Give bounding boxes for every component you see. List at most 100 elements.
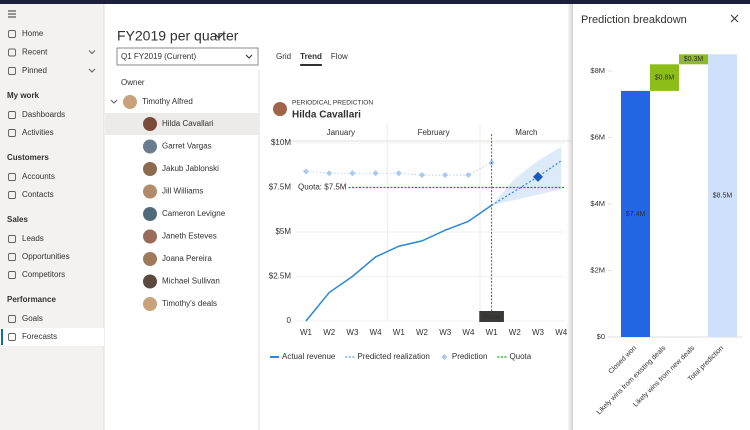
- nav-icon: [8, 48, 16, 57]
- legend-label: Actual revenue: [282, 352, 336, 361]
- chart-kicker: PERIODICAL PREDICTION: [292, 100, 373, 107]
- nav-chevron: [88, 50, 96, 55]
- tab[interactable]: Grid: [276, 52, 291, 61]
- nav-section: Sales: [7, 215, 28, 224]
- owner-item[interactable]: Janeth Esteves: [162, 232, 217, 241]
- tab[interactable]: Flow: [331, 52, 348, 61]
- month-label: January: [327, 128, 355, 137]
- data-label: $0.3M: [684, 56, 704, 63]
- dropdown-chevron: [245, 54, 253, 59]
- prediction-point: [419, 172, 425, 179]
- nav-icon: [8, 191, 16, 199]
- waterfall-bar: [708, 54, 737, 337]
- owner-item[interactable]: Michael Sullivan: [162, 277, 220, 286]
- month-label: March: [515, 128, 537, 137]
- nav-section: Customers: [7, 153, 49, 162]
- legend-label: Prediction: [452, 352, 488, 361]
- nav-icon: [8, 30, 16, 38]
- owner-item[interactable]: Timothy's deals: [162, 299, 217, 308]
- nav-icon: [8, 271, 16, 279]
- prediction-point: [395, 170, 402, 177]
- x-tick-label: W1: [486, 328, 499, 337]
- owner-item[interactable]: Cameron Levigne: [162, 209, 226, 218]
- y-tick-label: $2M: [590, 265, 605, 274]
- nav-icon: [8, 253, 16, 261]
- owner-root[interactable]: Timothy Alfred: [142, 97, 193, 106]
- waterfall-bar: [679, 54, 708, 65]
- tab[interactable]: Trend: [300, 52, 322, 61]
- panel-shadow: [567, 4, 573, 430]
- waterfall-bar: [621, 90, 650, 337]
- nav-icon: [8, 235, 16, 243]
- title-chevron[interactable]: [214, 33, 224, 39]
- tree-chevron[interactable]: [110, 99, 118, 104]
- owner-item[interactable]: Garret Vargas: [162, 142, 212, 151]
- owner-item[interactable]: Jill Williams: [162, 187, 203, 196]
- y-tick-label: $0: [597, 332, 605, 341]
- nav-icon: [8, 315, 16, 323]
- close-button[interactable]: [730, 14, 739, 23]
- nav-section: Performance: [7, 295, 56, 304]
- nav-section: My work: [7, 91, 40, 100]
- nav-item[interactable]: Forecasts: [22, 332, 57, 341]
- nav-item[interactable]: Home: [22, 29, 44, 38]
- y-tick-label: $8M: [590, 66, 605, 75]
- avatar: [143, 252, 157, 266]
- prediction-point: [303, 168, 309, 175]
- nav-selected-bar: [1, 329, 3, 345]
- x-tick-label: W2: [323, 328, 336, 337]
- x-tick-label: W3: [439, 328, 452, 337]
- prediction-point: [326, 170, 333, 177]
- prediction-point: [349, 170, 356, 177]
- owner-item[interactable]: Joana Pereira: [162, 254, 212, 263]
- line-series: [491, 160, 562, 206]
- avatar: [123, 95, 137, 109]
- period-text: Q1 FY2019 (Current): [121, 52, 196, 61]
- avatar: [143, 184, 157, 199]
- x-tick-label: W4: [555, 328, 568, 337]
- today-label-bg: [479, 311, 504, 322]
- nav-item[interactable]: Opportunities: [22, 252, 70, 261]
- nav-chevron: [88, 68, 96, 73]
- data-label: $0.8M: [655, 74, 675, 81]
- x-tick-label: W1: [393, 328, 406, 337]
- legend-swatch: [441, 354, 448, 360]
- y-tick-label: $7.5M: [269, 183, 292, 192]
- data-label: $8.5M: [713, 193, 733, 200]
- nav-item[interactable]: Pinned: [22, 66, 47, 75]
- nav-selected: [0, 328, 104, 346]
- y-tick-label: $4M: [590, 199, 605, 208]
- nav-item[interactable]: Goals: [22, 314, 43, 323]
- legend-label: Predicted realization: [357, 352, 429, 361]
- confidence-band: [491, 146, 562, 206]
- nav-item[interactable]: Recent: [22, 48, 48, 57]
- prediction-point: [442, 172, 449, 179]
- x-tick-label: W4: [462, 328, 475, 337]
- prediction-line: [305, 162, 492, 176]
- line-series: [305, 204, 493, 322]
- x-tick-label: W3: [532, 328, 545, 337]
- period-dropdown[interactable]: [116, 47, 259, 66]
- nav-item[interactable]: Contacts: [22, 190, 54, 199]
- nav-icon: [8, 111, 16, 119]
- legend-label: Quota: [509, 352, 531, 361]
- sidebar: [0, 4, 104, 430]
- month-label: February: [418, 128, 450, 137]
- nav-item[interactable]: Competitors: [22, 270, 65, 279]
- hamburger[interactable]: [8, 10, 16, 18]
- x-tick-label: W2: [416, 328, 429, 337]
- top-bar: [0, 0, 750, 4]
- owner-item[interactable]: Hilda Cavallari: [162, 119, 214, 128]
- chart-title: Hilda Cavallari: [292, 110, 361, 121]
- nav-item[interactable]: Accounts: [22, 172, 55, 181]
- x-tick-label: W1: [300, 328, 313, 337]
- avatar: [143, 139, 157, 154]
- nav-item[interactable]: Dashboards: [22, 110, 65, 119]
- x-tick-label: W3: [346, 328, 359, 337]
- avatar: [143, 274, 157, 289]
- owner-selected: [105, 113, 259, 135]
- data-label: $7.4M: [626, 211, 646, 218]
- nav-item[interactable]: Activities: [22, 128, 54, 137]
- nav-item[interactable]: Leads: [22, 234, 44, 243]
- owner-item[interactable]: Jakub Jablonski: [162, 164, 219, 173]
